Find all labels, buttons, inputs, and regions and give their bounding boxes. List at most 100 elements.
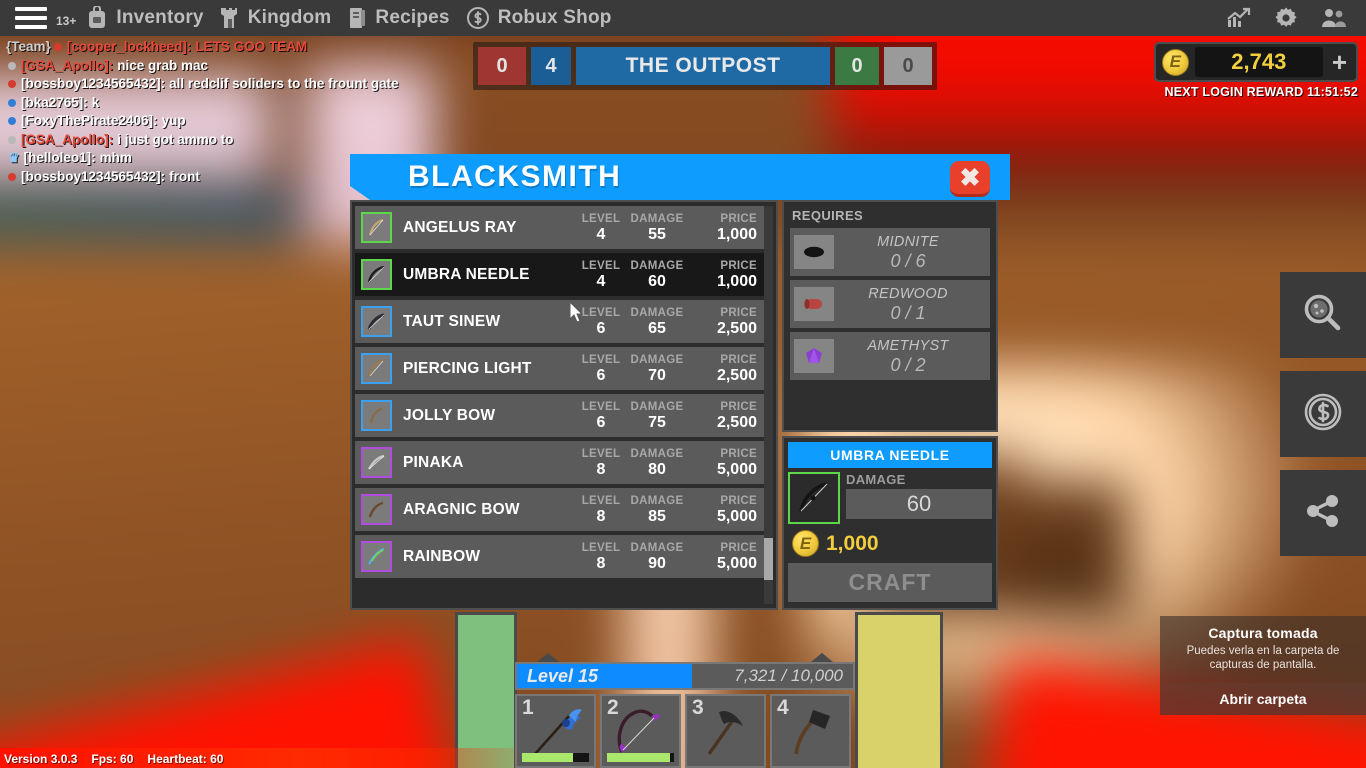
close-icon: ✖ — [959, 163, 981, 192]
weapon-damage: DAMAGE 85 — [630, 495, 684, 525]
chat-text: nice grab mac — [117, 57, 209, 73]
gear-icon[interactable] — [1274, 6, 1298, 30]
weapon-damage: DAMAGE 80 — [630, 448, 684, 478]
weapon-price: PRICE 1,000 — [716, 260, 757, 290]
hotbar-slot-2[interactable]: 2 — [600, 694, 681, 768]
nav-item-robux-shop[interactable]: Robux Shop — [466, 6, 612, 30]
nav-item-kingdom[interactable]: Kingdom — [220, 6, 332, 30]
scrollbar-track[interactable] — [764, 206, 773, 604]
chat-text: yup — [161, 113, 186, 128]
slot-number: 2 — [607, 696, 619, 719]
nav-label-inventory: Inventory — [116, 7, 204, 28]
chat-text: LETS GOO TEAM — [195, 39, 308, 54]
player-hud: Level 15 7,321 / 10,000 1 2 3 — [515, 653, 855, 768]
blacksmith-title: BLACKSMITH — [408, 160, 622, 193]
emote-search-button[interactable] — [1280, 272, 1366, 358]
craft-button[interactable]: CRAFT — [788, 563, 992, 602]
side-button-stack — [1280, 272, 1366, 556]
weapon-thumbnail — [361, 259, 392, 290]
score-red: 0 — [478, 47, 526, 85]
chat-username: [FoxyThePirate2406]: — [21, 113, 158, 128]
table-row[interactable]: RAINBOW LEVEL 8 DAMAGE 90 PRICE 5,000 — [355, 535, 765, 578]
chat-message: [bka2765]: k — [6, 94, 406, 112]
table-row[interactable]: ANGELUS RAY LEVEL 4 DAMAGE 55 PRICE 1,000 — [355, 206, 765, 249]
nav-item-recipes[interactable]: Recipes — [347, 6, 449, 30]
weapon-price: PRICE 2,500 — [716, 354, 757, 384]
scrollbar-thumb[interactable] — [764, 538, 773, 580]
open-folder-button[interactable]: Abrir carpeta — [1160, 683, 1366, 715]
craft-cost-amount: 1,000 — [826, 531, 879, 555]
nav-item-inventory[interactable]: Inventory — [86, 6, 203, 30]
chat-message: [FoxyThePirate2406]: yup — [6, 112, 406, 130]
weapon-name: RAINBOW — [403, 547, 481, 565]
xp-bar: Level 15 7,321 / 10,000 — [515, 662, 855, 690]
weapon-price: PRICE 2,500 — [716, 307, 757, 337]
top-navigation-bar: 13+ Inventory Kingdom Recipes Robux Shop — [0, 0, 1366, 36]
weapon-damage: DAMAGE 65 — [630, 307, 684, 337]
weapon-damage: DAMAGE 70 — [630, 354, 684, 384]
match-scoreboard: 0 4 THE OUTPOST 0 0 — [473, 42, 937, 90]
weapon-level: LEVEL 8 — [581, 495, 621, 525]
close-button[interactable]: ✖ — [950, 161, 990, 197]
next-login-reward-timer: NEXT LOGIN REWARD 11:51:52 — [1164, 85, 1358, 99]
share-icon — [1301, 489, 1345, 538]
hotbar-slot-1[interactable]: 1 — [515, 694, 596, 768]
chat-text: front — [169, 168, 200, 184]
weapon-level: LEVEL 4 — [581, 260, 621, 290]
weapon-price: PRICE 2,500 — [716, 401, 757, 431]
table-row[interactable]: PINAKA LEVEL 8 DAMAGE 80 PRICE 5,000 — [355, 441, 765, 484]
toast-subtitle: Puedes verla en la carpeta de capturas d… — [1186, 645, 1340, 671]
weapon-level: LEVEL 6 — [581, 401, 621, 431]
version-label: Version 3.0.3 — [4, 752, 78, 766]
chat-username: [bka2765]: — [21, 94, 88, 110]
weapon-damage: DAMAGE 90 — [630, 542, 684, 572]
chat-message: [bossboy1234565432]: front — [6, 168, 406, 186]
nav-label-recipes: Recipes — [375, 7, 450, 28]
weapon-name: UMBRA NEEDLE — [403, 265, 530, 283]
chat-team-dot — [8, 61, 16, 70]
weapon-damage: DAMAGE 60 — [630, 260, 684, 290]
status-bar: Version 3.0.3 Fps: 60 Heartbeat: 60 — [4, 752, 223, 766]
people-icon[interactable] — [1320, 7, 1348, 29]
requirement-count: 0 / 1 — [890, 302, 926, 323]
craft-damage-value: 60 — [846, 489, 992, 519]
requirement-row: REDWOOD 0 / 1 — [790, 280, 990, 328]
table-row[interactable]: TAUT SINEW LEVEL 6 DAMAGE 65 PRICE 2,500 — [355, 300, 765, 343]
table-row[interactable]: ARAGNIC BOW LEVEL 8 DAMAGE 85 PRICE 5,000 — [355, 488, 765, 531]
table-row[interactable]: PIERCING LIGHT LEVEL 6 DAMAGE 70 PRICE 2,50… — [355, 347, 765, 390]
axe-icon — [772, 696, 849, 766]
chat-message: [bossboy1234565432]: all redclif solider… — [6, 75, 406, 93]
chat-team-dot — [53, 43, 62, 51]
weapon-thumbnail — [361, 494, 392, 525]
blue-halberd-icon — [517, 696, 594, 766]
add-currency-button[interactable]: + — [1331, 47, 1347, 77]
fps-label: Fps: 60 — [91, 752, 134, 766]
stats-chart-icon[interactable] — [1226, 7, 1252, 29]
hotbar-slot-4[interactable]: 4 — [770, 694, 851, 768]
table-row[interactable]: JOLLY BOW LEVEL 6 DAMAGE 75 PRICE 2,500 — [355, 394, 765, 437]
chat-log[interactable]: {Team} [cooper_lockheed]: LETS GOO TEAM … — [6, 38, 406, 186]
chat-message: {Team} [cooper_lockheed]: LETS GOO TEAM — [6, 38, 406, 56]
weapon-price: PRICE 1,000 — [716, 213, 757, 243]
currency-amount: 2,743 — [1194, 47, 1323, 77]
dollar-shop-button[interactable] — [1280, 371, 1366, 457]
hamburger-icon[interactable] — [8, 7, 54, 29]
hotbar-slot-3[interactable]: 3 — [685, 694, 766, 768]
share-button[interactable] — [1280, 470, 1366, 556]
chat-text: mhm — [99, 150, 132, 165]
table-row-selected[interactable]: UMBRA NEEDLE LEVEL 4 DAMAGE 60 PRICE 1,000 — [355, 253, 765, 296]
chat-message: [GSA_Apollo]: i just got ammo to — [6, 131, 406, 149]
requirement-row: AMETHYST 0 / 2 — [790, 332, 990, 380]
requirements-panel: REQUIRES MIDNITE 0 / 6 — [782, 200, 998, 432]
hotbar: 1 2 3 4 — [515, 694, 855, 768]
weapon-name: PIERCING LIGHT — [403, 359, 532, 377]
weapon-level: LEVEL 8 — [581, 542, 621, 572]
weapon-level: LEVEL 8 — [581, 448, 621, 478]
score-green: 0 — [835, 47, 879, 85]
weapon-name: JOLLY BOW — [403, 406, 496, 424]
weapon-name: PINAKA — [403, 453, 464, 471]
redwood-log-icon — [794, 287, 834, 321]
